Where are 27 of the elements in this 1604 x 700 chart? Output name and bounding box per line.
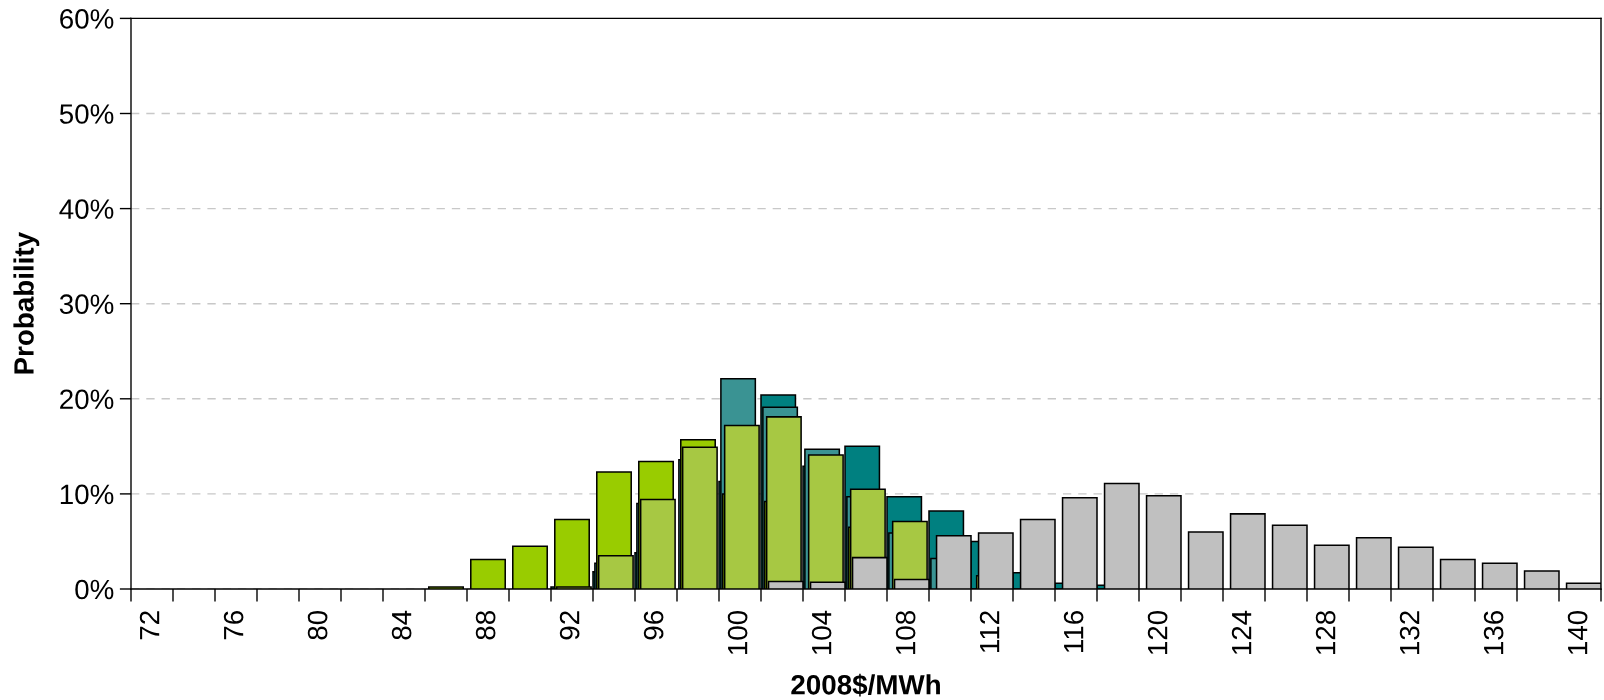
x-tick-label: 132 (1399, 611, 1420, 655)
y-tick-label: 30% (59, 294, 114, 315)
x-tick-label: 96 (643, 611, 664, 640)
x-tick-label: 80 (307, 610, 328, 640)
x-tick-label: 112 (979, 611, 1000, 653)
y-tick-label: 0% (75, 579, 114, 600)
x-tick-label: 140 (1567, 610, 1588, 655)
y-tick-label: 40% (59, 199, 114, 219)
x-axis-title: 2008$/MWh (791, 673, 940, 697)
x-tick-label: 116 (1063, 611, 1084, 653)
x-tick-label: 136 (1483, 611, 1504, 655)
x-tick-label: 72 (139, 611, 160, 640)
x-tick-label: 104 (811, 610, 832, 655)
x-tick-label: 76 (223, 611, 244, 640)
x-tick-label: 100 (727, 610, 748, 655)
y-axis-title: Probability (13, 232, 40, 374)
x-tick-label: 84 (391, 610, 412, 640)
x-tick-label: 124 (1231, 610, 1252, 655)
y-tick-label: 10% (60, 484, 114, 505)
x-tick-label: 92 (559, 611, 580, 640)
y-tick-label: 60% (60, 9, 114, 29)
y-tick-label: 20% (60, 389, 114, 410)
x-tick-label: 120 (1147, 610, 1168, 655)
x-tick-label: 108 (895, 611, 916, 655)
y-tick-label: 50% (59, 104, 114, 124)
x-tick-label: 128 (1315, 611, 1336, 655)
x-tick-label: 88 (475, 611, 496, 640)
